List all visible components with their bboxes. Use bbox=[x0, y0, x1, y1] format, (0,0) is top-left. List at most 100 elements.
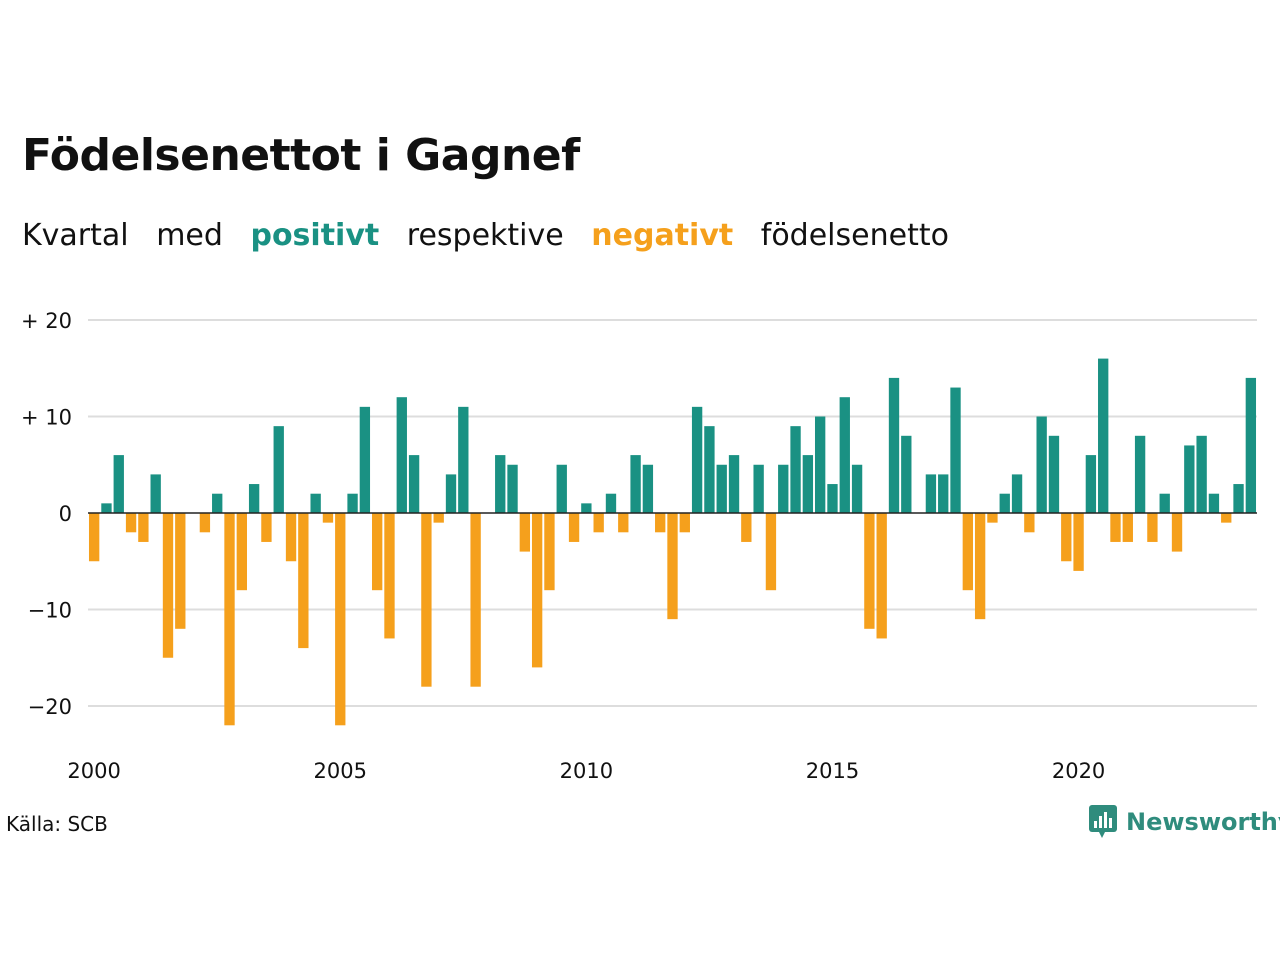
brand-logo: Newsworthy bbox=[1088, 804, 1280, 840]
bar bbox=[556, 464, 567, 513]
bar bbox=[1048, 435, 1060, 513]
bar bbox=[1233, 484, 1244, 513]
bar bbox=[704, 426, 715, 513]
bar bbox=[876, 513, 887, 639]
bar bbox=[199, 513, 211, 533]
bar bbox=[888, 377, 900, 513]
brand-name: Newsworthy bbox=[1126, 808, 1280, 836]
bar bbox=[568, 513, 580, 542]
bar bbox=[298, 513, 309, 649]
bar bbox=[421, 513, 432, 687]
x-tick-label: 2015 bbox=[806, 759, 859, 783]
bar bbox=[224, 513, 235, 726]
x-tick-label: 2020 bbox=[1052, 759, 1105, 783]
bar bbox=[1147, 513, 1158, 542]
subtitle-word: respektive bbox=[406, 218, 564, 253]
bar bbox=[138, 513, 149, 542]
bar bbox=[531, 513, 543, 668]
bar bbox=[1098, 358, 1109, 513]
subtitle-word: Kvartal bbox=[22, 218, 129, 253]
bar bbox=[765, 513, 777, 591]
bar bbox=[495, 455, 506, 513]
bar bbox=[212, 493, 223, 513]
bar bbox=[162, 513, 174, 658]
bar bbox=[273, 426, 284, 513]
y-tick-label: −20 bbox=[28, 695, 72, 719]
subtitle-word: med bbox=[156, 218, 223, 253]
bar bbox=[150, 474, 161, 513]
bar bbox=[1024, 513, 1035, 533]
bar bbox=[261, 513, 272, 542]
bar bbox=[962, 513, 973, 591]
y-tick-label: + 20 bbox=[21, 309, 72, 333]
bar bbox=[839, 397, 850, 513]
bar bbox=[1134, 435, 1146, 513]
bar bbox=[901, 435, 912, 513]
bar bbox=[593, 513, 604, 533]
bar bbox=[642, 464, 654, 513]
bar bbox=[790, 426, 801, 513]
bar bbox=[1036, 416, 1047, 513]
newsworthy-logo-icon bbox=[1089, 805, 1117, 838]
bar bbox=[396, 397, 407, 513]
bar bbox=[88, 513, 100, 562]
bar bbox=[519, 513, 531, 552]
bar bbox=[1073, 513, 1084, 571]
y-tick-label: + 10 bbox=[21, 406, 72, 430]
bar bbox=[248, 484, 260, 513]
chart-subtitle: Kvartal med positivt respektive negativt… bbox=[22, 218, 967, 253]
bar bbox=[1184, 445, 1195, 513]
bar bbox=[125, 513, 137, 533]
bar bbox=[1110, 513, 1121, 542]
bar bbox=[974, 513, 986, 620]
subtitle-negative-label: negativt bbox=[591, 218, 734, 253]
bar bbox=[691, 406, 703, 513]
bar bbox=[679, 513, 690, 533]
bar bbox=[827, 484, 838, 513]
bar bbox=[864, 513, 875, 629]
bar bbox=[347, 493, 358, 513]
bar bbox=[1061, 513, 1072, 562]
bar bbox=[507, 464, 518, 513]
chart-title: Födelsenettot i Gagnef bbox=[22, 130, 580, 181]
y-tick-label: 0 bbox=[59, 502, 72, 526]
bar bbox=[987, 513, 998, 523]
bar bbox=[544, 513, 555, 591]
bar bbox=[458, 406, 469, 513]
bar bbox=[581, 503, 592, 513]
bar bbox=[310, 493, 321, 513]
bar bbox=[1196, 435, 1207, 513]
bar bbox=[851, 464, 863, 513]
bar bbox=[1122, 513, 1133, 542]
x-tick-label: 2000 bbox=[67, 759, 120, 783]
x-tick-label: 2010 bbox=[560, 759, 613, 783]
bar bbox=[667, 513, 678, 620]
bar bbox=[999, 493, 1010, 513]
bar bbox=[655, 513, 666, 533]
y-tick-label: −10 bbox=[28, 599, 72, 623]
bar bbox=[605, 493, 617, 513]
bar bbox=[1085, 455, 1097, 513]
bar bbox=[1245, 377, 1257, 513]
bar bbox=[925, 474, 937, 513]
bar bbox=[322, 513, 334, 523]
bar-chart: + 20 + 10 0 −10 −20 2000 2005 2010 2015 2020 bbox=[21, 309, 1257, 783]
bar bbox=[1171, 513, 1183, 552]
bar bbox=[359, 406, 371, 513]
bar bbox=[384, 513, 395, 639]
bar bbox=[938, 474, 949, 513]
bar bbox=[630, 455, 641, 513]
source-note: Källa: SCB bbox=[6, 812, 108, 836]
bar bbox=[950, 387, 961, 513]
bar bbox=[470, 513, 481, 687]
bar bbox=[1221, 513, 1232, 523]
bar bbox=[175, 513, 186, 629]
bar bbox=[101, 503, 112, 513]
bar bbox=[753, 464, 764, 513]
bar bbox=[335, 513, 346, 726]
bar bbox=[728, 455, 740, 513]
bar bbox=[1011, 474, 1023, 513]
bar bbox=[716, 464, 727, 513]
bar bbox=[285, 513, 297, 562]
bar bbox=[1159, 493, 1170, 513]
